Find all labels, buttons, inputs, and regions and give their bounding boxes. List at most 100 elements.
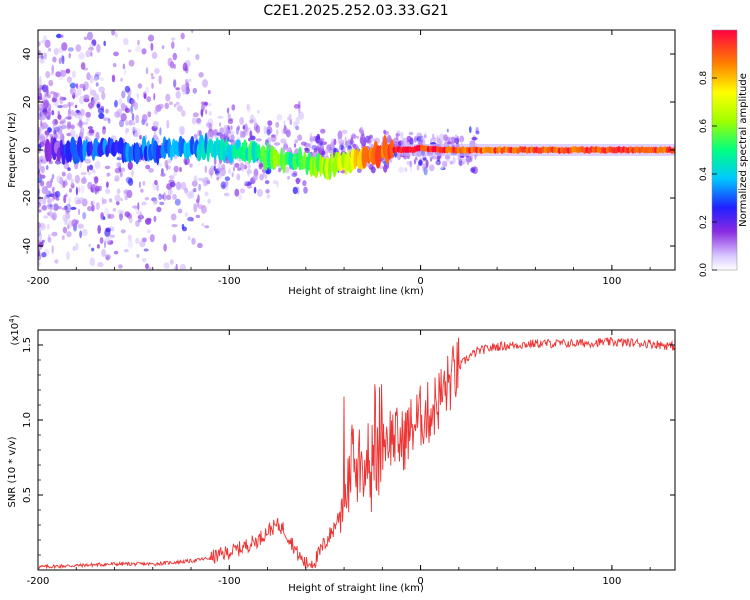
spectrogram-speckle	[62, 226, 68, 234]
spectrogram-speckle	[339, 139, 345, 146]
spectrogram-speckle	[366, 138, 372, 144]
spectrogram-speckle	[166, 183, 173, 190]
spectrogram-speckle	[207, 90, 211, 95]
spectrogram-speckle	[47, 233, 51, 242]
spectrogram-speckle	[88, 243, 91, 248]
spectrogram-speckle	[118, 166, 122, 172]
spectrogram-speckle	[419, 137, 426, 141]
spectrogram-speckle	[182, 67, 188, 72]
spectrogram-speckle	[247, 185, 252, 189]
spectrogram-speckle	[139, 134, 142, 140]
spectrogram-speckle	[170, 37, 176, 41]
spectrogram-speckle	[97, 224, 101, 234]
spectrogram-speckle	[123, 248, 129, 253]
spectrogram-speckle	[177, 208, 183, 214]
spectrogram-speckle	[80, 185, 85, 194]
spectrogram-speckle	[68, 219, 73, 228]
spectrogram-speckle	[38, 241, 44, 248]
spectrogram-speckle	[148, 168, 154, 173]
spectrogram-speckle	[249, 130, 253, 139]
spectrogram-speckle	[69, 129, 76, 139]
spectrogram-speckle	[54, 190, 61, 198]
spectrogram-speckle	[172, 52, 178, 61]
spectrogram-speckle	[60, 34, 64, 38]
spectrogram-speckle	[321, 150, 326, 156]
spectrogram-speckle	[39, 110, 42, 118]
spectrogram-speckle	[146, 217, 152, 222]
spectrogram-speckle	[165, 93, 171, 102]
spectrogram-speckle	[56, 130, 64, 140]
spectrogram-speckle	[102, 198, 107, 204]
spectrogram-speckle	[311, 144, 318, 151]
spectrogram-speckle	[223, 124, 229, 134]
spectrogram-speckle	[225, 181, 229, 191]
spectrogram-speckle	[43, 52, 47, 60]
spectrogram-speckle	[38, 249, 41, 257]
spectrogram-speckle	[293, 104, 300, 109]
spectrogram-speckle	[175, 263, 178, 270]
spectrogram-speckle	[239, 117, 245, 125]
spectrogram-speckle	[118, 98, 123, 106]
spectrogram-speckle	[99, 77, 104, 81]
spectrogram-speckle	[38, 103, 44, 112]
spectrogram-speckle	[333, 138, 337, 146]
spectrogram-speckle	[142, 180, 146, 186]
colorbar-frame	[711, 29, 738, 271]
spectrogram-speckle	[370, 166, 376, 174]
spectrogram-speckle	[84, 158, 92, 164]
spectrogram-speckle	[60, 16, 63, 24]
spectrogram-speckle	[347, 138, 351, 144]
spectrogram-speckle	[66, 231, 72, 238]
spectrogram-speckle	[157, 195, 161, 200]
spectrogram-speckle	[51, 231, 58, 237]
spectrogram-speckle	[168, 175, 175, 180]
spectrogram-speckle	[114, 167, 121, 174]
spectrogram-speckle	[406, 160, 411, 165]
spectrogram-speckle	[207, 198, 211, 204]
spectrogram-speckle	[120, 102, 126, 112]
spectrogram-speckle	[319, 145, 325, 150]
spectrogram-speckle	[38, 261, 41, 267]
spectrogram-speckle	[47, 236, 52, 243]
spectrogram-speckle	[71, 219, 78, 228]
spectrogram-speckle	[111, 30, 116, 36]
spectrogram-speckle	[393, 142, 399, 148]
spectrogram-speckle	[276, 181, 279, 188]
snr-scale-exp: 4	[8, 318, 16, 323]
spectrogram-speckle	[237, 136, 241, 141]
spectrogram-speckle	[193, 133, 198, 140]
y-tick-label: 1.5	[22, 337, 33, 353]
spectrogram-speckle	[295, 116, 300, 126]
spectrogram-speckle	[113, 178, 120, 182]
spectrogram-speckle	[219, 167, 226, 177]
y-tick-label: 0	[22, 147, 33, 153]
spectrogram-speckle	[198, 72, 204, 78]
spectrogram-speckle	[175, 101, 180, 106]
spectrogram-speckle	[61, 42, 68, 51]
spectrogram-speckle	[96, 44, 101, 53]
spectrogram-speckle	[39, 58, 45, 64]
spectrogram-speckle	[131, 169, 134, 178]
spectrogram-speckle	[263, 125, 267, 135]
spectrogram-speckle	[83, 36, 88, 40]
spectrogram-speckle	[230, 134, 235, 143]
spectrogram-speckle	[302, 180, 307, 187]
spectrogram-speckle	[135, 237, 140, 244]
spectrogram-speckle	[61, 171, 66, 177]
spectrogram-speckle	[100, 212, 104, 219]
spectrogram-speckle	[75, 186, 78, 196]
spectrogram-speckle	[159, 201, 165, 206]
spectrogram-speckle	[275, 121, 280, 128]
spectrogram-speckle	[163, 243, 167, 252]
snr-scale-end: )	[10, 314, 21, 318]
spectrogram-speckle	[133, 102, 139, 110]
spectrogram-speckle	[298, 111, 304, 120]
spectrogram-speckle	[167, 57, 173, 67]
spectrogram-speckle	[47, 191, 52, 195]
colorbar-tick-label: 0.8	[699, 71, 709, 86]
spectrogram-speckle	[80, 62, 86, 70]
spectrogram-speckle	[205, 122, 212, 128]
spectrogram-speckle	[263, 169, 266, 178]
spectrogram-speckle	[161, 168, 164, 175]
spectrogram-speckle	[331, 141, 334, 150]
